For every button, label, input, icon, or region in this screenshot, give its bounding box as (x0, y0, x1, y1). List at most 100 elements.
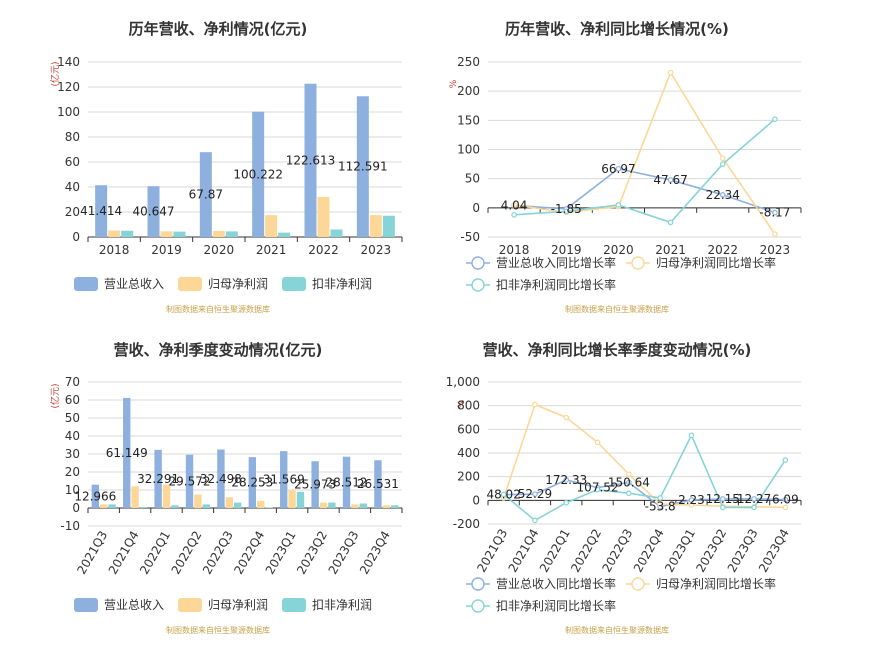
annual-bar-title: 历年营收、净利情况(亿元) (129, 20, 308, 38)
y-tick-label: 70 (65, 375, 80, 389)
point-netprofit (511, 202, 517, 208)
legend-label: 归母净利润 (208, 277, 268, 291)
bar-deducted (233, 502, 242, 508)
y-tick-label: 80 (65, 130, 80, 144)
bar-netprofit (194, 494, 202, 508)
legend-swatch-deducted (282, 598, 306, 612)
point-revenue (615, 165, 622, 172)
bar-revenue (248, 457, 257, 508)
point-revenue (563, 477, 570, 483)
data-label: 52.29 (518, 487, 552, 501)
point-deducted (667, 219, 674, 226)
bar-netprofit (369, 215, 382, 237)
data-label: 22.34 (706, 188, 740, 202)
data-label: 29.572 (169, 474, 211, 488)
bar-deducted (382, 215, 395, 237)
line-netprofit (502, 403, 786, 509)
y-tick-label: 30 (65, 447, 80, 461)
bar-revenue (356, 96, 369, 237)
point-deducted (751, 504, 757, 511)
legend-marker-netprofit (631, 577, 645, 591)
x-tick-label: 2018 (499, 243, 530, 257)
bar-revenue (185, 454, 194, 508)
annual-bar-legend: 营业总收入 归母净利润 扣非净利润 (74, 277, 372, 291)
bar-revenue (374, 460, 382, 508)
annual-line-chart: 历年营收、净利同比增长情况(%)% -50 0 50 100 150 200 250 2018 2… (449, 20, 802, 314)
x-tick-label: 2020 (603, 243, 634, 257)
line-revenue (514, 167, 776, 214)
x-tick-label: 2021 (655, 243, 686, 257)
y-tick-label: 60 (65, 393, 80, 407)
bar-netprofit (288, 490, 296, 508)
point-netprofit (626, 471, 632, 478)
bar-revenue (95, 185, 108, 237)
y-tick-label: 0 (472, 201, 480, 215)
point-deducted (657, 495, 663, 501)
legend-label: 扣非净利润 (312, 277, 372, 291)
data-label: 2.23 (678, 493, 705, 507)
bar-deducted (171, 505, 179, 508)
y-tick-label: 20 (65, 465, 80, 479)
y-tick-label: 50 (465, 172, 480, 186)
bar-deducted (173, 231, 186, 237)
bar-deducted (139, 507, 148, 508)
bar-deducted (202, 504, 210, 508)
point-deducted (500, 491, 507, 498)
point-revenue (751, 496, 757, 502)
legend-label: 归母净利润同比增长率 (656, 576, 776, 591)
line-deducted (503, 433, 787, 522)
legend-marker-deducted (471, 599, 485, 613)
bar-revenue (252, 111, 265, 237)
x-tick-label: 2019 (551, 243, 582, 257)
point-deducted (688, 432, 695, 439)
y-tick-label: 250 (457, 55, 480, 69)
bar-netprofit (131, 486, 139, 508)
bar-netprofit (100, 504, 108, 508)
quarter-line-source-note: 制图数据来自恒生聚源数据库 (565, 625, 669, 635)
point-deducted (782, 457, 789, 463)
annual-line-source-note: 制图数据来自恒生聚源数据库 (565, 304, 669, 314)
annual-bar-unit-label: (亿元) (49, 61, 61, 86)
bar-deducted (330, 229, 343, 237)
quarter-line-unit-label: % (457, 399, 467, 408)
data-label: 31.569 (263, 473, 305, 487)
y-tick-label: 200 (457, 470, 480, 484)
legend-label: 扣非净利润同比增长率 (496, 277, 616, 292)
point-revenue (782, 496, 789, 503)
point-deducted (719, 161, 726, 167)
legend-label: 扣非净利润同比增长率 (496, 598, 616, 613)
legend-swatch-netprofit (178, 277, 202, 291)
quarter-line-title: 营收、净利同比增长率季度变动情况(%) (483, 341, 752, 359)
legend-label: 营业总收入同比增长率 (496, 255, 616, 270)
data-label: 25.973 (294, 478, 336, 492)
y-tick-label: 40 (65, 429, 80, 443)
y-tick-label: -50 (460, 230, 480, 244)
point-revenue (667, 177, 674, 183)
y-tick-label: 140 (57, 55, 80, 69)
point-deducted (626, 490, 632, 497)
bar-netprofit (317, 197, 330, 237)
legend-marker-netprofit (631, 256, 645, 270)
bar-netprofit (108, 230, 121, 237)
y-tick-label: 1,000 (446, 375, 480, 389)
x-tick-label: 2023Q4 (357, 529, 393, 577)
bar-netprofit (160, 231, 173, 237)
point-deducted (511, 212, 517, 218)
data-label: 28.253 (231, 476, 273, 490)
data-label: 112.591 (338, 160, 388, 174)
point-netprofit (782, 504, 789, 511)
point-revenue (772, 209, 778, 216)
data-label: 28.512 (326, 475, 368, 489)
legend-label: 扣非净利润 (312, 598, 372, 612)
bar-deducted (328, 502, 336, 508)
x-tick-label: 2022 (707, 243, 738, 257)
y-tick-label: 0 (72, 501, 80, 515)
legend-swatch-deducted (282, 277, 306, 291)
bar-deducted (121, 230, 134, 237)
bar-revenue (311, 461, 319, 508)
point-deducted (719, 504, 726, 511)
y-tick-label: 0 (72, 230, 80, 244)
point-netprofit (594, 439, 601, 446)
